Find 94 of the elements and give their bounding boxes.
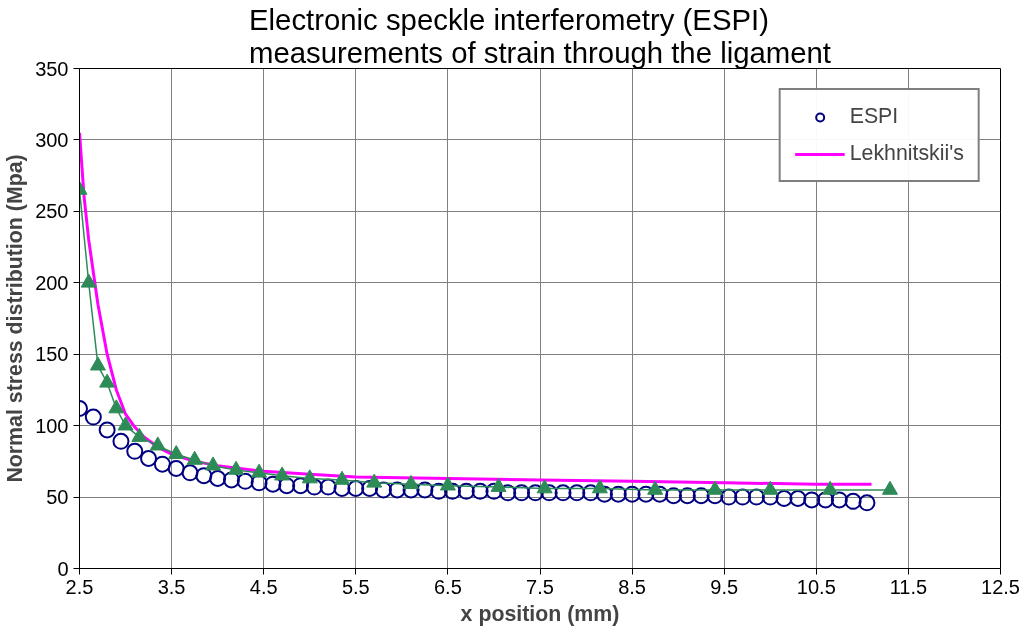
y-tick-label: 350 <box>35 57 69 80</box>
point <box>403 475 420 490</box>
point <box>167 460 185 477</box>
point <box>361 480 379 497</box>
point <box>126 442 144 460</box>
point <box>430 482 448 500</box>
point <box>775 490 793 507</box>
x-tick-label: 11.5 <box>889 575 928 598</box>
point <box>264 475 282 493</box>
point <box>301 469 318 484</box>
point <box>333 470 350 485</box>
point <box>665 487 683 505</box>
point <box>305 478 323 496</box>
point <box>374 481 392 499</box>
x-tick-label: 6.5 <box>434 575 462 598</box>
y-axis-title: Normal stress distribution (Mpa) <box>3 154 28 483</box>
point <box>80 273 97 288</box>
point <box>108 399 125 414</box>
point <box>195 467 213 485</box>
x-tick-label: 7.5 <box>526 575 554 598</box>
point <box>205 456 222 471</box>
point <box>747 488 765 506</box>
point <box>568 484 586 502</box>
point <box>720 488 738 506</box>
point <box>228 460 245 475</box>
point <box>789 490 807 507</box>
y-tick-label: 300 <box>35 128 69 151</box>
point <box>817 491 835 509</box>
point <box>554 484 572 502</box>
point <box>844 492 862 510</box>
chart-title: Electronic speckle interferometry (ESPI) measurements of strain through the ligament <box>249 2 831 69</box>
point <box>149 436 166 451</box>
point <box>278 477 296 495</box>
point <box>153 455 171 473</box>
point <box>209 470 227 487</box>
point <box>274 466 291 481</box>
x-tick-label: 4.5 <box>249 575 278 598</box>
point <box>830 491 848 509</box>
point <box>513 484 531 502</box>
point <box>637 485 655 503</box>
point <box>388 481 406 499</box>
point <box>595 485 613 503</box>
point <box>168 445 185 460</box>
point <box>251 463 268 478</box>
point <box>117 416 134 431</box>
point <box>236 472 254 490</box>
point <box>803 491 821 509</box>
point <box>98 421 116 439</box>
point <box>536 479 553 494</box>
point <box>692 487 710 505</box>
point <box>186 450 203 465</box>
legend-label: Lekhnitskii's <box>849 141 964 166</box>
point <box>444 482 462 500</box>
point <box>140 450 158 467</box>
y-tick-label: 200 <box>35 271 69 294</box>
y-tick-label: 250 <box>35 200 69 223</box>
point <box>347 480 365 497</box>
x-tick-label: 10.5 <box>796 575 836 598</box>
y-tick-label: 100 <box>35 414 69 437</box>
point <box>292 477 310 495</box>
point <box>89 356 106 371</box>
point <box>439 476 456 491</box>
point <box>366 473 383 488</box>
point <box>457 482 475 500</box>
x-tick-label: 5.5 <box>341 575 370 598</box>
point <box>734 488 752 506</box>
point <box>99 373 116 388</box>
point <box>181 464 199 482</box>
x-axis-title: x position (mm) <box>460 601 620 626</box>
x-tick-label: 12.5 <box>981 575 1020 598</box>
point <box>416 481 434 499</box>
y-tick-label: 150 <box>35 343 69 366</box>
x-tick-label: 9.5 <box>710 575 739 598</box>
y-tick-label: 50 <box>46 486 69 509</box>
point <box>526 484 544 502</box>
point <box>131 427 148 442</box>
point <box>651 485 669 503</box>
point <box>678 487 696 505</box>
point <box>471 482 489 500</box>
point <box>319 478 337 496</box>
point <box>84 408 102 426</box>
point <box>540 484 558 502</box>
point <box>623 485 641 503</box>
point <box>222 471 240 489</box>
x-tick-label: 3.5 <box>157 575 186 598</box>
point <box>609 485 627 503</box>
point <box>485 482 503 500</box>
point <box>591 479 608 494</box>
point <box>582 484 600 502</box>
legend-label: ESPI <box>849 104 899 129</box>
point <box>499 484 517 502</box>
x-tick-label: 8.5 <box>618 575 647 598</box>
point <box>858 494 876 512</box>
point <box>112 432 130 450</box>
